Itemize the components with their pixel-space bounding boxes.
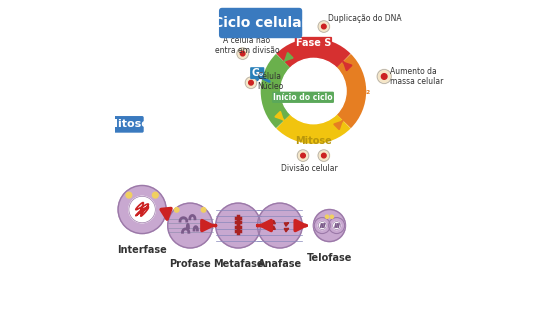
Circle shape — [318, 150, 329, 162]
Circle shape — [168, 203, 212, 248]
Circle shape — [381, 74, 387, 79]
Text: Início do ciclo: Início do ciclo — [273, 93, 333, 102]
Text: G₁: G₁ — [263, 86, 275, 96]
Text: Duplicação do DNA: Duplicação do DNA — [328, 14, 402, 23]
Text: Célula: Célula — [257, 72, 281, 81]
FancyBboxPatch shape — [113, 116, 144, 133]
Text: G₀: G₀ — [251, 68, 263, 78]
Text: Fase S: Fase S — [296, 38, 331, 48]
Circle shape — [314, 210, 345, 242]
Text: Anafase: Anafase — [258, 259, 302, 269]
Circle shape — [318, 21, 329, 32]
FancyBboxPatch shape — [219, 8, 302, 38]
Circle shape — [216, 203, 261, 248]
Circle shape — [318, 222, 326, 230]
Circle shape — [118, 185, 166, 234]
Text: Divisão celular: Divisão celular — [281, 164, 338, 173]
Circle shape — [126, 192, 132, 198]
Text: Metafase: Metafase — [213, 259, 263, 269]
Circle shape — [237, 48, 249, 59]
Circle shape — [301, 153, 305, 158]
Circle shape — [249, 80, 254, 85]
Circle shape — [257, 203, 302, 248]
Circle shape — [240, 51, 245, 56]
Circle shape — [314, 217, 330, 234]
Text: A célula não
entra em divisão: A célula não entra em divisão — [214, 36, 279, 55]
Circle shape — [245, 77, 257, 89]
Text: Profase: Profase — [169, 259, 211, 269]
Circle shape — [174, 208, 179, 212]
Circle shape — [329, 217, 345, 234]
Text: Telofase: Telofase — [307, 253, 352, 263]
Text: Mitose: Mitose — [295, 136, 332, 146]
Text: Interfase: Interfase — [117, 245, 167, 255]
Circle shape — [333, 222, 340, 230]
Text: Ciclo celular: Ciclo celular — [213, 16, 309, 30]
Circle shape — [297, 150, 309, 162]
Text: Aumento da
massa celular: Aumento da massa celular — [390, 67, 444, 86]
Circle shape — [201, 208, 206, 212]
Circle shape — [152, 192, 158, 198]
Circle shape — [377, 69, 391, 84]
Circle shape — [326, 215, 329, 218]
Circle shape — [280, 58, 346, 124]
Text: G₂: G₂ — [358, 86, 371, 96]
Circle shape — [330, 215, 333, 218]
Circle shape — [322, 153, 326, 158]
Circle shape — [322, 24, 326, 29]
Text: Núcleo: Núcleo — [257, 82, 283, 91]
Circle shape — [129, 196, 155, 223]
Text: Mitose: Mitose — [107, 120, 149, 129]
